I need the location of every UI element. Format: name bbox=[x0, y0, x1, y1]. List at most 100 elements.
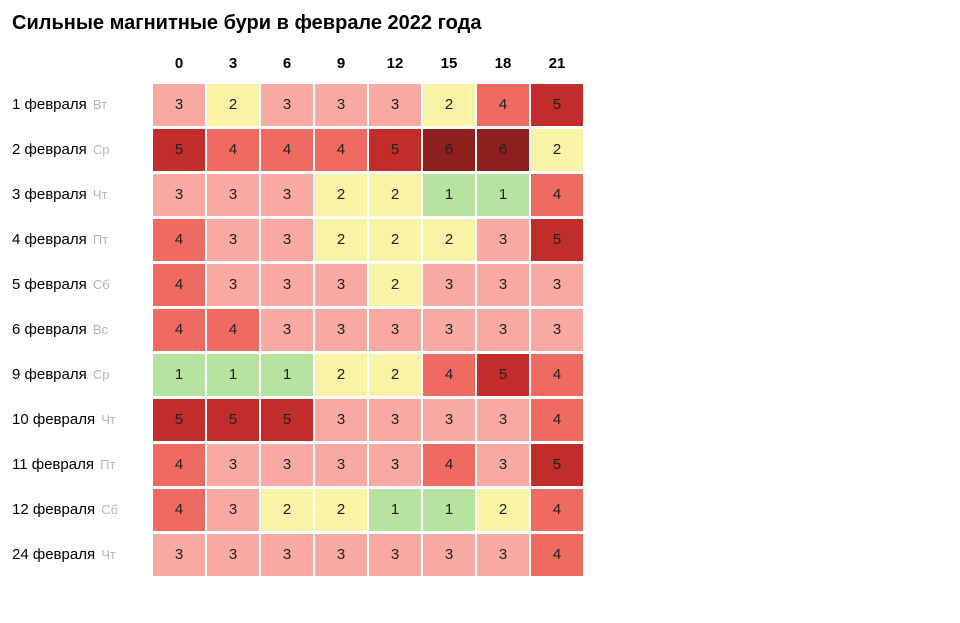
row-date: 3 февраля bbox=[12, 186, 87, 203]
heatmap-cell: 2 bbox=[422, 218, 476, 262]
row-date: 9 февраля bbox=[12, 366, 87, 383]
row-dow: Чт bbox=[93, 187, 108, 202]
hour-header: 12 bbox=[368, 47, 422, 82]
heatmap-cell: 6 bbox=[422, 128, 476, 172]
heatmap-cell: 3 bbox=[476, 218, 530, 262]
heatmap-cell: 2 bbox=[368, 263, 422, 307]
heatmap-cell: 4 bbox=[206, 308, 260, 352]
heatmap-cell: 3 bbox=[368, 308, 422, 352]
heatmap-cell: 1 bbox=[422, 488, 476, 532]
heatmap-cell: 3 bbox=[152, 173, 206, 217]
heatmap-cell: 5 bbox=[260, 398, 314, 442]
row-date: 11 февраля bbox=[12, 456, 94, 473]
row-date: 4 февраля bbox=[12, 231, 87, 248]
heatmap-cell: 3 bbox=[314, 308, 368, 352]
heatmap-cell: 3 bbox=[368, 533, 422, 577]
row-dow: Сб bbox=[101, 502, 118, 517]
heatmap-cell: 3 bbox=[530, 263, 584, 307]
row-label: 9 февраля Ср bbox=[12, 352, 152, 397]
heatmap-cell: 3 bbox=[476, 533, 530, 577]
heatmap-cell: 4 bbox=[206, 128, 260, 172]
heatmap-cell: 3 bbox=[476, 398, 530, 442]
heatmap-cell: 4 bbox=[152, 218, 206, 262]
hour-header: 15 bbox=[422, 47, 476, 82]
row-label: 24 февраля Чт bbox=[12, 532, 152, 577]
heatmap-cell: 2 bbox=[260, 488, 314, 532]
row-date: 6 февраля bbox=[12, 321, 87, 338]
heatmap-cell: 3 bbox=[206, 533, 260, 577]
page-title: Сильные магнитные бури в феврале 2022 го… bbox=[12, 12, 948, 35]
heatmap: 0369121518211 февраля Вт323332452 феврал… bbox=[12, 47, 948, 577]
row-label: 4 февраля Пт bbox=[12, 217, 152, 262]
hour-header: 6 bbox=[260, 47, 314, 82]
heatmap-cell: 3 bbox=[314, 443, 368, 487]
hour-header: 9 bbox=[314, 47, 368, 82]
hour-header: 21 bbox=[530, 47, 584, 82]
heatmap-cell: 3 bbox=[152, 83, 206, 127]
heatmap-cell: 4 bbox=[476, 83, 530, 127]
row-label: 11 февраля Пт bbox=[12, 442, 152, 487]
row-date: 1 февраля bbox=[12, 96, 87, 113]
heatmap-cell: 3 bbox=[314, 263, 368, 307]
row-label: 3 февраля Чт bbox=[12, 172, 152, 217]
heatmap-cell: 4 bbox=[530, 398, 584, 442]
row-dow: Вт bbox=[93, 97, 107, 112]
heatmap-cell: 5 bbox=[206, 398, 260, 442]
row-label: 1 февраля Вт bbox=[12, 82, 152, 127]
heatmap-cell: 5 bbox=[152, 398, 206, 442]
hour-header: 0 bbox=[152, 47, 206, 82]
row-date: 24 февраля bbox=[12, 546, 95, 563]
heatmap-cell: 3 bbox=[260, 173, 314, 217]
row-label: 5 февраля Сб bbox=[12, 262, 152, 307]
row-date: 2 февраля bbox=[12, 141, 87, 158]
hour-header: 3 bbox=[206, 47, 260, 82]
heatmap-cell: 2 bbox=[368, 218, 422, 262]
heatmap-cell: 3 bbox=[206, 488, 260, 532]
hour-header: 18 bbox=[476, 47, 530, 82]
heatmap-cell: 3 bbox=[260, 308, 314, 352]
heatmap-cell: 3 bbox=[152, 533, 206, 577]
heatmap-cell: 1 bbox=[476, 173, 530, 217]
heatmap-cell: 3 bbox=[206, 263, 260, 307]
heatmap-cell: 2 bbox=[368, 353, 422, 397]
heatmap-cell: 3 bbox=[422, 308, 476, 352]
heatmap-cell: 3 bbox=[206, 443, 260, 487]
heatmap-cell: 3 bbox=[314, 533, 368, 577]
heatmap-cell: 4 bbox=[530, 533, 584, 577]
row-dow: Вс bbox=[93, 322, 108, 337]
heatmap-cell: 1 bbox=[152, 353, 206, 397]
heatmap-cell: 3 bbox=[476, 263, 530, 307]
heatmap-cell: 2 bbox=[530, 128, 584, 172]
row-dow: Чт bbox=[101, 547, 116, 562]
heatmap-cell: 1 bbox=[260, 353, 314, 397]
row-date: 10 февраля bbox=[12, 411, 95, 428]
heatmap-cell: 4 bbox=[314, 128, 368, 172]
heatmap-cell: 3 bbox=[260, 443, 314, 487]
heatmap-cell: 1 bbox=[368, 488, 422, 532]
heatmap-cell: 4 bbox=[152, 488, 206, 532]
heatmap-cell: 3 bbox=[368, 443, 422, 487]
heatmap-cell: 4 bbox=[530, 173, 584, 217]
heatmap-cell: 5 bbox=[152, 128, 206, 172]
heatmap-cell: 2 bbox=[314, 173, 368, 217]
heatmap-cell: 3 bbox=[314, 83, 368, 127]
heatmap-cell: 4 bbox=[422, 353, 476, 397]
heatmap-cell: 4 bbox=[152, 263, 206, 307]
heatmap-cell: 3 bbox=[260, 218, 314, 262]
heatmap-cell: 5 bbox=[368, 128, 422, 172]
row-label: 2 февраля Ср bbox=[12, 127, 152, 172]
heatmap-cell: 3 bbox=[422, 533, 476, 577]
heatmap-cell: 3 bbox=[206, 218, 260, 262]
row-dow: Пт bbox=[93, 232, 108, 247]
row-label: 12 февраля Сб bbox=[12, 487, 152, 532]
heatmap-cell: 3 bbox=[260, 263, 314, 307]
heatmap-cell: 1 bbox=[206, 353, 260, 397]
heatmap-cell: 4 bbox=[530, 488, 584, 532]
heatmap-cell: 2 bbox=[422, 83, 476, 127]
heatmap-cell: 3 bbox=[314, 398, 368, 442]
row-label: 10 февраля Чт bbox=[12, 397, 152, 442]
heatmap-cell: 3 bbox=[422, 263, 476, 307]
heatmap-cell: 3 bbox=[422, 398, 476, 442]
heatmap-cell: 1 bbox=[422, 173, 476, 217]
row-date: 12 февраля bbox=[12, 501, 95, 518]
